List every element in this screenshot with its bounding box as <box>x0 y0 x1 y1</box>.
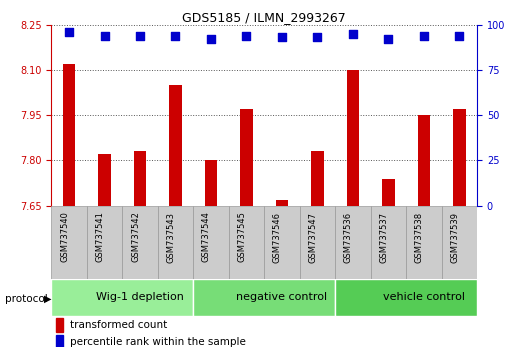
Bar <box>158 206 193 279</box>
Point <box>171 33 180 39</box>
Point <box>207 36 215 42</box>
Bar <box>240 109 253 206</box>
Bar <box>311 152 324 206</box>
Text: protocol: protocol <box>5 294 48 304</box>
Text: GSM737541: GSM737541 <box>95 211 105 262</box>
Text: GSM737536: GSM737536 <box>344 211 353 263</box>
Point <box>242 33 250 39</box>
Bar <box>418 115 430 206</box>
Bar <box>51 206 87 279</box>
Text: GSM737539: GSM737539 <box>450 211 459 263</box>
Bar <box>442 206 477 279</box>
Text: GSM737544: GSM737544 <box>202 211 211 262</box>
Bar <box>264 206 300 279</box>
Bar <box>193 279 335 316</box>
Bar <box>122 206 158 279</box>
Bar <box>406 206 442 279</box>
Bar <box>370 206 406 279</box>
Bar <box>98 154 111 206</box>
Bar <box>87 206 122 279</box>
Bar <box>453 109 466 206</box>
Text: GSM737538: GSM737538 <box>415 211 424 263</box>
Text: Wig-1 depletion: Wig-1 depletion <box>96 292 184 302</box>
Bar <box>205 160 217 206</box>
Text: percentile rank within the sample: percentile rank within the sample <box>70 337 246 347</box>
Text: GSM737540: GSM737540 <box>60 211 69 262</box>
Point <box>455 33 463 39</box>
Bar <box>134 152 146 206</box>
Text: ▶: ▶ <box>44 294 51 304</box>
Bar <box>193 206 229 279</box>
Point <box>420 33 428 39</box>
Bar <box>382 178 394 206</box>
Text: vehicle control: vehicle control <box>383 292 465 302</box>
Bar <box>300 206 335 279</box>
Text: GSM737545: GSM737545 <box>238 211 246 262</box>
Bar <box>347 70 359 206</box>
Point <box>65 29 73 35</box>
Bar <box>51 279 193 316</box>
Text: GSM737543: GSM737543 <box>167 211 175 263</box>
Point <box>384 36 392 42</box>
Text: GSM737546: GSM737546 <box>273 211 282 263</box>
Text: GSM737547: GSM737547 <box>308 211 318 263</box>
Text: GSM737537: GSM737537 <box>380 211 388 263</box>
Text: negative control: negative control <box>236 292 327 302</box>
Point <box>101 33 109 39</box>
Bar <box>275 200 288 206</box>
Point <box>136 33 144 39</box>
Bar <box>335 206 370 279</box>
Title: GDS5185 / ILMN_2993267: GDS5185 / ILMN_2993267 <box>182 11 346 24</box>
Point <box>349 31 357 37</box>
Point <box>313 35 322 40</box>
Bar <box>229 206 264 279</box>
Point <box>278 35 286 40</box>
Bar <box>335 279 477 316</box>
Bar <box>55 335 63 349</box>
Bar <box>63 64 75 206</box>
Text: transformed count: transformed count <box>70 320 168 330</box>
Bar <box>169 85 182 206</box>
Text: GSM737542: GSM737542 <box>131 211 140 262</box>
Bar <box>55 318 63 332</box>
